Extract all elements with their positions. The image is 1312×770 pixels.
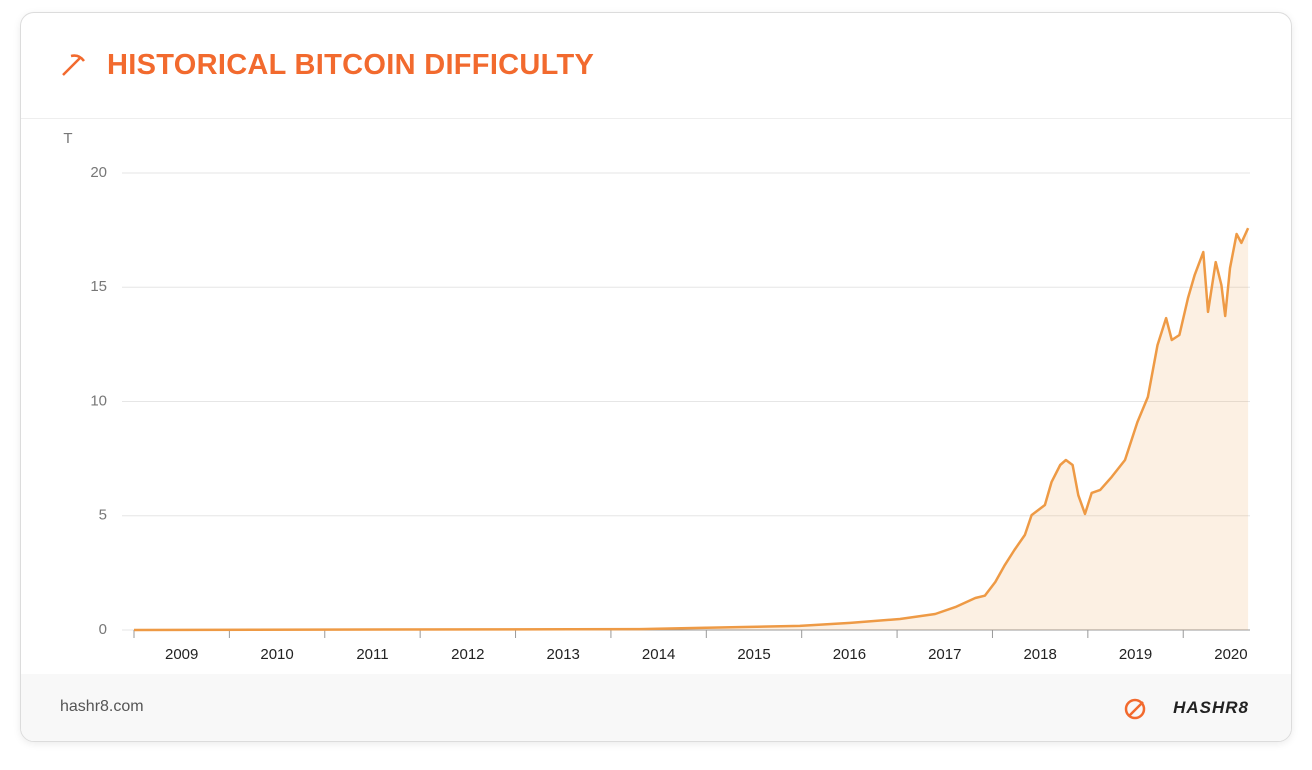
line [133, 227, 1250, 632]
x-tick-label: 2010 [260, 646, 293, 663]
header: HISTORICAL BITCOIN DIFFICULTY [21, 13, 1291, 119]
chart: T 0 5 10 15 20 2009 2010 2011 2012 2013 2014 2015 20… [63, 130, 1250, 663]
brand-icon [1124, 698, 1146, 720]
x-tick-label: 2019 [1119, 646, 1152, 663]
y-tick-label: 0 [99, 621, 107, 638]
pickaxe-icon [62, 54, 86, 76]
y-tick-label: 5 [99, 507, 107, 524]
brand-logo: HASHR8 [1173, 698, 1249, 717]
x-tick-label: 2015 [737, 646, 770, 663]
x-tick-label: 2014 [642, 646, 675, 663]
chart-title: HISTORICAL BITCOIN DIFFICULTY [107, 49, 595, 81]
footer: hashr8.com HASHR8 [21, 674, 1291, 741]
x-tick-label: 2011 [356, 646, 388, 663]
y-tick-label: 15 [90, 278, 107, 295]
y-unit: T [63, 130, 72, 147]
x-tick-label: 2018 [1023, 646, 1056, 663]
x-tick-label: 2009 [165, 646, 198, 663]
x-tick-label: 2020 [1214, 646, 1247, 663]
x-tick-label: 2016 [833, 646, 866, 663]
y-tick-label: 20 [90, 164, 107, 181]
card: HISTORICAL BITCOIN DIFFICULTY hashr8.com… [20, 12, 1292, 742]
x-tick-label: 2017 [928, 646, 961, 663]
x-tick-label: 2012 [451, 646, 484, 663]
site-link[interactable]: hashr8.com [60, 698, 144, 715]
area-fill [134, 228, 1249, 630]
x-tick-label: 2013 [547, 646, 580, 663]
y-tick-label: 10 [90, 392, 107, 409]
